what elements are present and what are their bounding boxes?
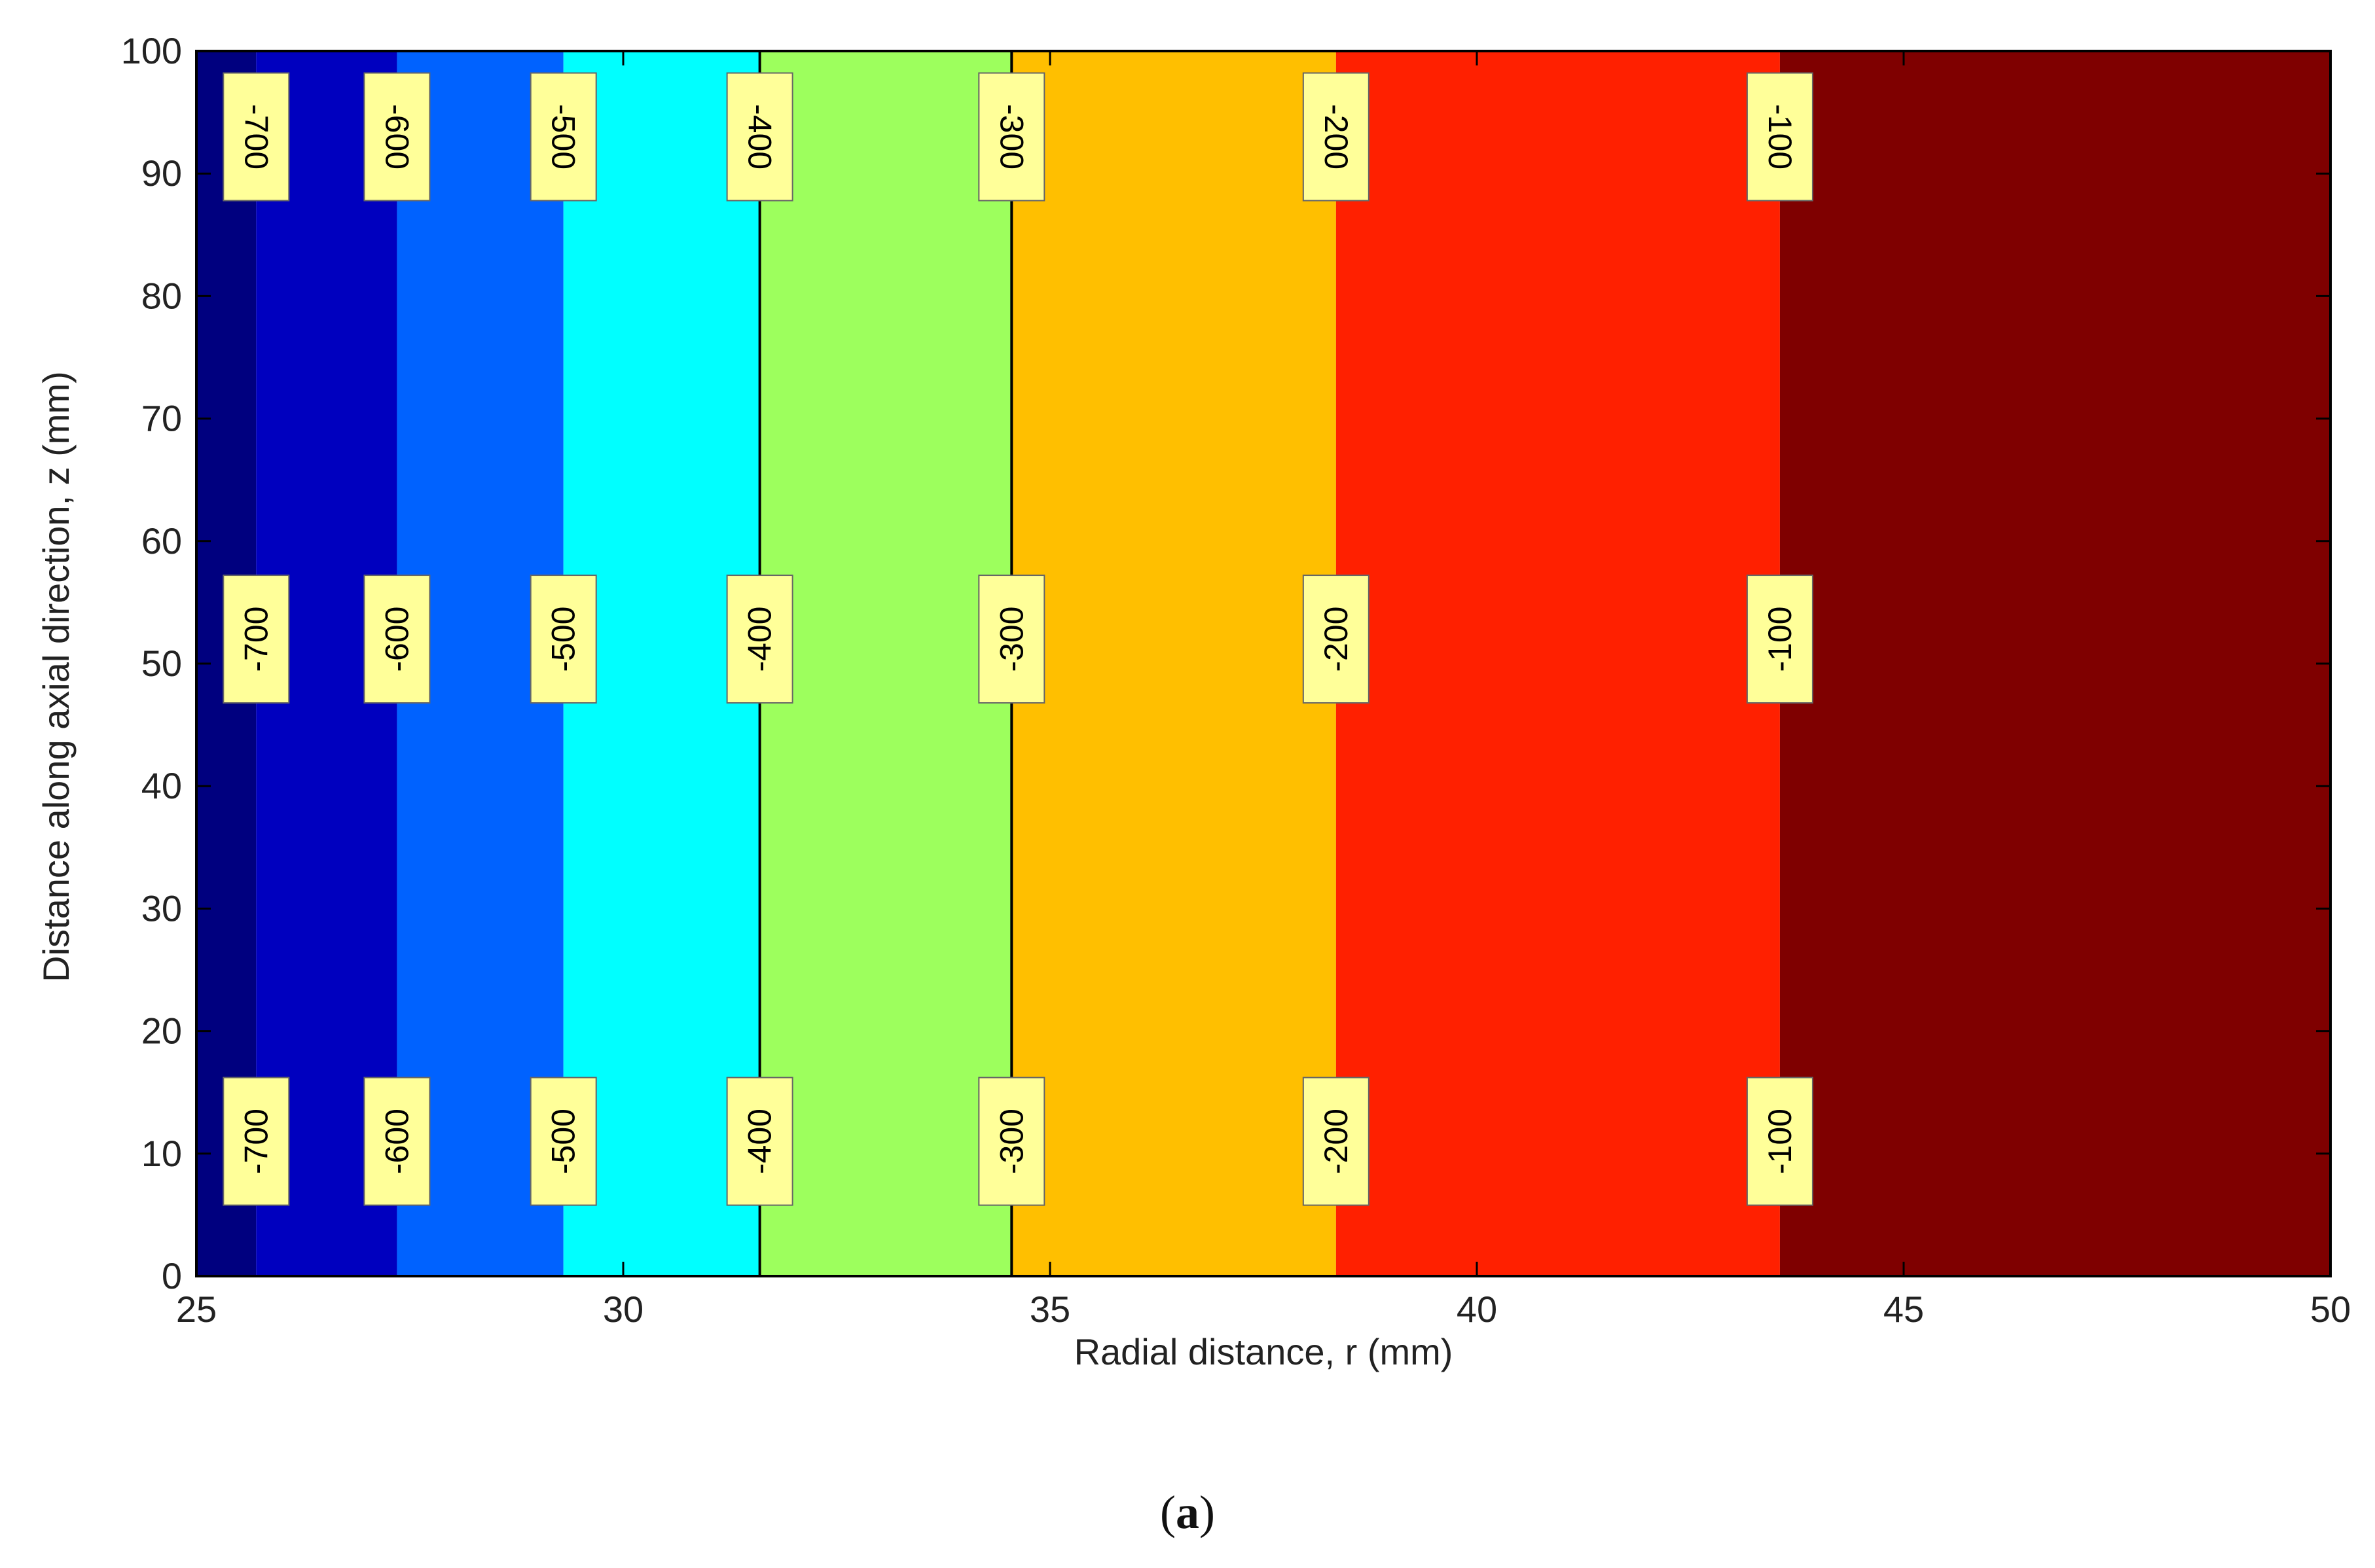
color-band-5	[1011, 51, 1336, 1276]
contour-label-box	[1746, 1077, 1813, 1206]
color-band-7	[1779, 51, 2330, 1276]
contour-label-box	[1746, 72, 1813, 202]
caption-letter: a	[1176, 1486, 1199, 1539]
x-axis-label: Radial distance, r (mm)	[1074, 1331, 1453, 1372]
contour-label-box	[530, 1077, 597, 1206]
contour-label-text: -200	[1318, 1109, 1354, 1174]
contour-label-text: -300	[993, 607, 1030, 672]
contour-label-text: -600	[378, 104, 415, 169]
y-axis-label: Distance along axial direction, z (mm)	[35, 371, 77, 982]
contour-label-text: -700	[238, 104, 274, 169]
panel-caption: (a)	[0, 1486, 2375, 1540]
contour-label-box	[726, 1077, 793, 1206]
caption-close: )	[1199, 1486, 1215, 1539]
x-tick-label: 30	[603, 1289, 644, 1330]
contour-label-text: -600	[378, 1109, 415, 1174]
caption-open: (	[1160, 1486, 1176, 1539]
y-tick-label: 50	[141, 643, 182, 684]
contour-labels: -700 -600 -500 -400 -300 -200 -100 -700 -600 -500…	[223, 72, 1813, 1206]
contour-label-box	[363, 1077, 431, 1206]
contour-label-text: -400	[742, 607, 778, 672]
y-tick-label: 30	[141, 887, 182, 929]
y-tick-label: 20	[141, 1010, 182, 1052]
contour-label-text: -700	[238, 1109, 274, 1174]
axis-ticks: 25 30 35 40 45 50 0 10 20 30 40 50 60 70 80 90 100	[121, 30, 2351, 1330]
y-tick-label: 10	[141, 1133, 182, 1174]
color-bands	[196, 51, 2330, 1276]
contour-label-text: -200	[1318, 104, 1354, 169]
contour-label-box	[978, 72, 1045, 202]
contour-label-box	[530, 575, 597, 704]
color-band-6	[1335, 51, 1780, 1276]
x-tick-label: 50	[2310, 1289, 2351, 1330]
contour-label-box	[223, 575, 290, 704]
y-tick-label: 40	[141, 765, 182, 806]
contour-label-text: -300	[993, 1109, 1030, 1174]
contour-label-text: -100	[1762, 104, 1798, 169]
contour-label-text: -300	[993, 104, 1030, 169]
contour-label-box	[1302, 575, 1369, 704]
x-tick-label: 45	[1883, 1289, 1924, 1330]
y-tick-label: 80	[141, 275, 182, 316]
contour-label-box	[1746, 575, 1813, 704]
contour-label-text: -500	[545, 607, 582, 672]
contour-label-text: -700	[238, 607, 274, 672]
x-tick-label: 35	[1030, 1289, 1070, 1330]
color-band-4	[759, 51, 1012, 1276]
contour-label-box	[530, 72, 597, 202]
contour-label-text: -500	[545, 104, 582, 169]
x-tick-label: 40	[1457, 1289, 1497, 1330]
contour-label-box	[223, 1077, 290, 1206]
y-tick-label: 70	[141, 398, 182, 439]
contour-label-box	[1302, 72, 1369, 202]
y-tick-label: 90	[141, 152, 182, 194]
contour-label-text: -400	[742, 1109, 778, 1174]
contour-label-box	[726, 575, 793, 704]
contour-label-text: -100	[1762, 1109, 1798, 1174]
contour-label-box	[363, 72, 431, 202]
contour-label-text: -100	[1762, 607, 1798, 672]
contour-label-box	[978, 1077, 1045, 1206]
contour-label-box	[978, 575, 1045, 704]
x-tick-label: 25	[176, 1289, 217, 1330]
contour-label-text: -400	[742, 104, 778, 169]
contour-label-box	[363, 575, 431, 704]
y-tick-label: 100	[121, 30, 182, 71]
contour-label-text: -600	[378, 607, 415, 672]
y-tick-label: 60	[141, 520, 182, 561]
contour-label-text: -200	[1318, 607, 1354, 672]
contour-label-box	[726, 72, 793, 202]
contour-label-box	[223, 72, 290, 202]
contour-label-box	[1302, 1077, 1369, 1206]
contour-label-text: -500	[545, 1109, 582, 1174]
y-tick-label: 0	[162, 1255, 182, 1296]
